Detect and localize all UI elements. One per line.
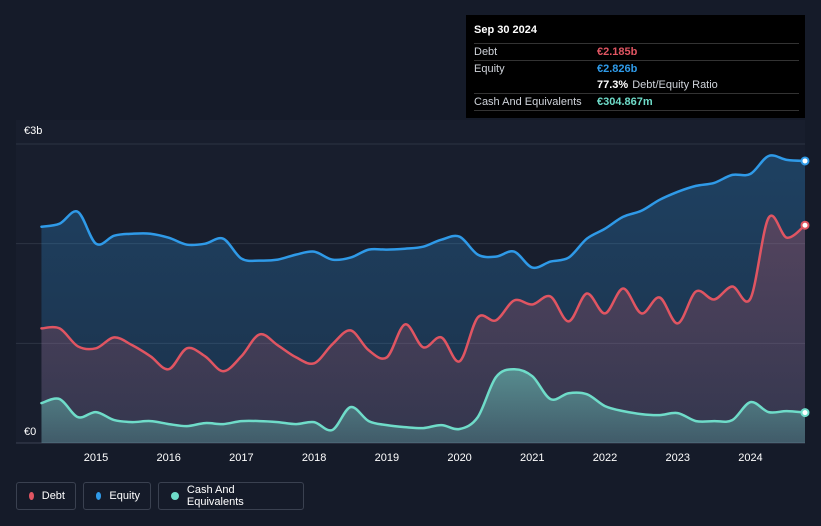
tooltip-panel: Sep 30 2024 Debt €2.185b Equity €2.826b …: [466, 15, 805, 118]
debt-line: [40, 214, 807, 373]
cash-area: [41, 369, 806, 443]
legend-equity-label: Equity: [109, 490, 140, 502]
tooltip-ratio-value: 77.3%: [597, 79, 629, 91]
debt-dot-icon: [29, 492, 34, 500]
y-tick-label: €0: [24, 426, 36, 438]
equity-dot-icon: [96, 492, 102, 500]
debt-endpoint-marker: [800, 220, 810, 230]
equity-endpoint-marker: [800, 156, 810, 166]
y-tick-label: €3b: [24, 125, 42, 137]
x-tick-label: 2018: [302, 452, 326, 464]
tooltip-ratio-row: 77.3% Debt/Equity Ratio: [474, 77, 799, 94]
legend-cash-label: Cash And Equivalents: [186, 484, 244, 508]
cash-line: [40, 367, 807, 432]
tooltip-debt-row: Debt €2.185b: [474, 44, 799, 61]
x-tick-label: 2021: [520, 452, 544, 464]
legend-debt-label: Debt: [41, 490, 65, 502]
x-tick-label: 2015: [84, 452, 108, 464]
x-tick-label: 2019: [375, 452, 399, 464]
x-tick-label: 2023: [665, 452, 689, 464]
equity-line: [40, 154, 807, 270]
x-tick-label: 2022: [593, 452, 617, 464]
tooltip-ratio-label: Debt/Equity Ratio: [632, 79, 718, 91]
tooltip-debt-value: €2.185b: [597, 46, 638, 58]
debt-area: [41, 215, 806, 443]
legend-cash-button[interactable]: Cash And Equivalents: [158, 482, 304, 510]
x-tick-label: 2016: [156, 452, 180, 464]
legend-equity-button[interactable]: Equity: [83, 482, 151, 510]
tooltip-cash-row: Cash And Equivalents €304.867m: [474, 94, 799, 111]
legend-debt-button[interactable]: Debt: [16, 482, 76, 510]
tooltip-equity-label: Equity: [474, 63, 505, 75]
tooltip-cash-value: €304.867m: [597, 96, 653, 108]
x-tick-label: 2017: [229, 452, 253, 464]
tooltip-debt-label: Debt: [474, 46, 498, 58]
x-tick-label: 2024: [738, 452, 762, 464]
tooltip-equity-row: Equity €2.826b: [474, 61, 799, 77]
cash-dot-icon: [171, 492, 179, 500]
x-tick-label: 2020: [447, 452, 471, 464]
tooltip-date: Sep 30 2024: [474, 23, 799, 44]
cash-endpoint-marker: [800, 408, 810, 418]
tooltip-equity-value: €2.826b: [597, 63, 638, 75]
tooltip-cash-label: Cash And Equivalents: [474, 96, 582, 108]
